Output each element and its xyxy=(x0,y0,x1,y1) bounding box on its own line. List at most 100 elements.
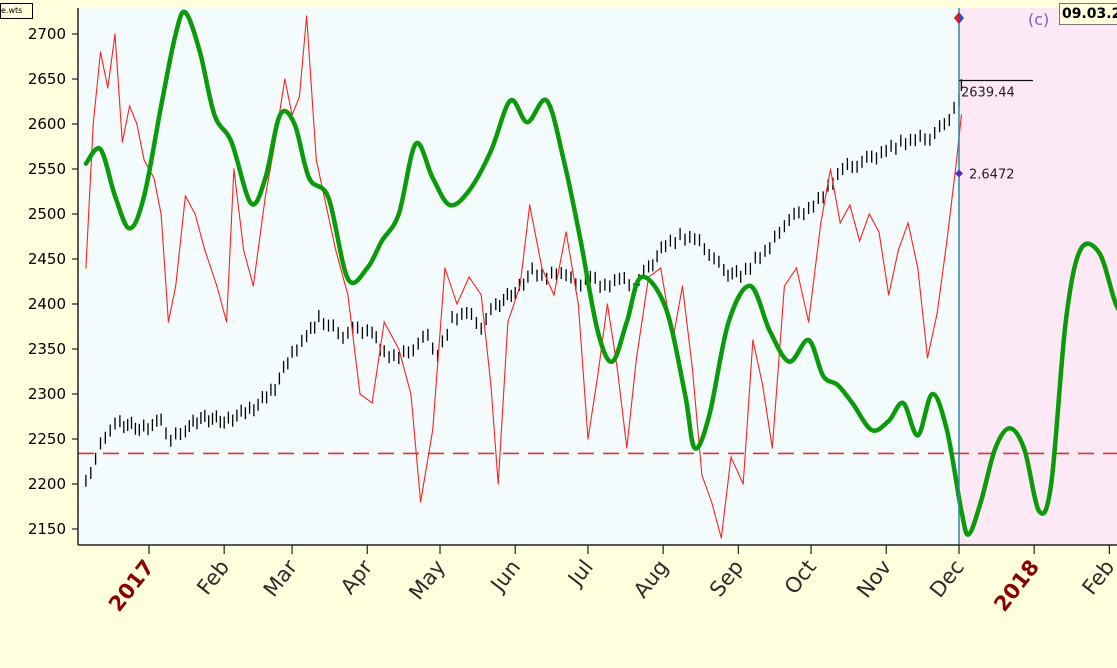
red-series-point xyxy=(114,33,116,35)
red-series-point xyxy=(85,267,87,269)
y-tick-label: 2150 xyxy=(28,520,66,538)
red-series-point xyxy=(497,483,499,485)
x-tick-label: Jun xyxy=(485,555,525,597)
red-series-point xyxy=(907,222,909,224)
y-tick-label: 2400 xyxy=(28,295,66,313)
y-tick-label: 2650 xyxy=(28,70,66,88)
red-series-point xyxy=(888,294,890,296)
red-series-point xyxy=(252,285,254,287)
red-series-point xyxy=(771,447,773,449)
red-series-point xyxy=(808,321,810,323)
red-series-point xyxy=(410,393,412,395)
red-series-point xyxy=(660,267,662,269)
red-series-point xyxy=(868,213,870,215)
red-series-point xyxy=(306,15,308,17)
value-label: 2639.44 xyxy=(961,86,1015,101)
x-tick-label: Dec xyxy=(925,555,969,602)
red-series-point xyxy=(359,393,361,395)
red-series-point xyxy=(701,474,703,476)
red-series-point xyxy=(859,240,861,242)
red-series-point xyxy=(315,159,317,161)
red-series-point xyxy=(762,384,764,386)
red-series-point xyxy=(99,51,102,53)
red-series-point xyxy=(946,240,948,242)
red-series-point xyxy=(129,105,131,107)
red-series-point xyxy=(820,222,822,224)
red-series-point xyxy=(160,213,162,215)
red-series-point xyxy=(917,267,919,269)
series-price xyxy=(85,79,963,487)
red-series-point xyxy=(795,267,798,269)
red-series-point xyxy=(606,303,609,305)
y-tick-label: 2200 xyxy=(28,475,66,493)
red-series-point xyxy=(936,312,938,314)
red-series-point xyxy=(468,276,470,278)
red-series-point xyxy=(681,285,684,287)
red-series-point xyxy=(878,231,880,233)
x-tick-label: Oct xyxy=(780,555,821,598)
red-series-point xyxy=(541,267,543,269)
red-series-point xyxy=(956,159,958,161)
y-tick-label: 2300 xyxy=(28,385,66,403)
secondary-value-label: 2.6472 xyxy=(969,168,1015,183)
green-series-line xyxy=(83,9,1117,537)
red-series-point xyxy=(742,483,744,485)
x-tick-label: 2017 xyxy=(104,555,159,616)
red-series-point xyxy=(616,366,618,368)
red-series-point xyxy=(456,303,458,305)
red-series-point xyxy=(529,204,531,206)
x-tick-label: May xyxy=(404,555,450,604)
series-green xyxy=(83,9,1117,537)
red-series-point xyxy=(635,357,638,359)
red-series-point xyxy=(167,321,169,323)
cursor-diamond-top-left xyxy=(954,12,959,24)
x-tick-label: 2018 xyxy=(989,555,1044,616)
red-series-point xyxy=(849,204,851,206)
red-series-point xyxy=(444,267,446,269)
red-series-point xyxy=(136,123,138,125)
red-series-point xyxy=(184,195,186,197)
y-tick-label: 2700 xyxy=(28,25,66,43)
red-series-point xyxy=(839,222,841,224)
series-layer xyxy=(83,9,1117,539)
cursor-date-box: 09.03.2 xyxy=(1059,3,1117,25)
red-series-point xyxy=(626,447,628,449)
red-series-point xyxy=(204,249,206,251)
red-series-point xyxy=(730,456,732,458)
y-tick-label: 2250 xyxy=(28,430,66,448)
red-series-point xyxy=(432,429,434,431)
red-series-point xyxy=(243,249,245,251)
red-series-point xyxy=(347,294,349,296)
red-series-point xyxy=(153,177,155,179)
forecast-area xyxy=(959,8,1117,545)
series-red xyxy=(85,15,963,539)
red-series-point xyxy=(480,294,482,296)
y-tick-label: 2450 xyxy=(28,250,66,268)
y-tick-label: 2350 xyxy=(28,340,66,358)
annotation-layer: 2639.44 2.6472 xyxy=(955,79,1033,183)
x-tick-label: Sep xyxy=(705,555,748,601)
red-series-point xyxy=(553,294,555,296)
red-series-point xyxy=(783,285,786,287)
red-series-point xyxy=(233,168,235,170)
y-tick-label: 2500 xyxy=(28,205,66,223)
red-series-point xyxy=(371,402,373,404)
x-tick-label: Nov xyxy=(852,555,896,602)
red-series-point xyxy=(577,303,579,305)
y-tick-label: 2550 xyxy=(28,160,66,178)
x-tick-label: Feb xyxy=(1077,555,1117,599)
plot-background xyxy=(78,8,1117,545)
red-series-point xyxy=(121,141,123,143)
cursor-layer xyxy=(954,8,964,545)
red-series-point xyxy=(960,114,963,116)
red-series-point xyxy=(325,204,327,206)
red-series-point xyxy=(107,87,109,89)
red-series-point xyxy=(92,123,94,125)
red-series-point xyxy=(175,285,177,287)
y-tick-label: 2600 xyxy=(28,115,66,133)
red-series-point xyxy=(597,375,599,377)
red-series-point xyxy=(720,537,722,539)
red-series-point xyxy=(264,195,266,197)
red-series-point xyxy=(216,285,218,287)
